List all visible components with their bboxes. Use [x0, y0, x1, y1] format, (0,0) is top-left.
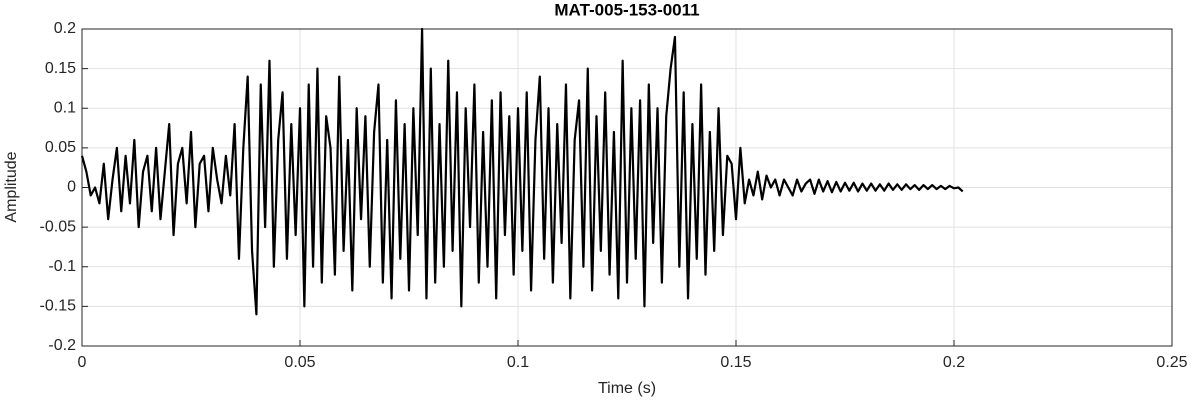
y-tick-label: -0.2: [48, 337, 76, 354]
y-axis-label: Amplitude: [3, 151, 20, 222]
x-tick-label: 0: [78, 354, 87, 371]
y-tick-label: 0.05: [45, 139, 76, 156]
x-tick-label: 0.05: [284, 354, 315, 371]
y-tick-label: 0.15: [45, 60, 76, 77]
y-tick-label: -0.1: [48, 258, 76, 275]
chart-title: MAT-005-153-0011: [554, 0, 699, 19]
x-tick-label: 0.25: [1156, 354, 1187, 371]
x-tick-label: 0.2: [943, 354, 965, 371]
waveform-line: [80, 27, 964, 316]
y-tick-label: 0.1: [54, 99, 76, 116]
plot-frame: [81, 28, 1173, 347]
y-tick-label: -0.05: [40, 218, 77, 235]
x-tick-label: 0.15: [720, 354, 751, 371]
x-tick-label: 0.1: [507, 354, 529, 371]
y-tick-label: 0: [67, 179, 76, 196]
y-tick-label: 0.2: [54, 20, 76, 37]
x-axis-label: Time (s): [598, 380, 656, 397]
y-tick-label: -0.15: [40, 298, 77, 315]
